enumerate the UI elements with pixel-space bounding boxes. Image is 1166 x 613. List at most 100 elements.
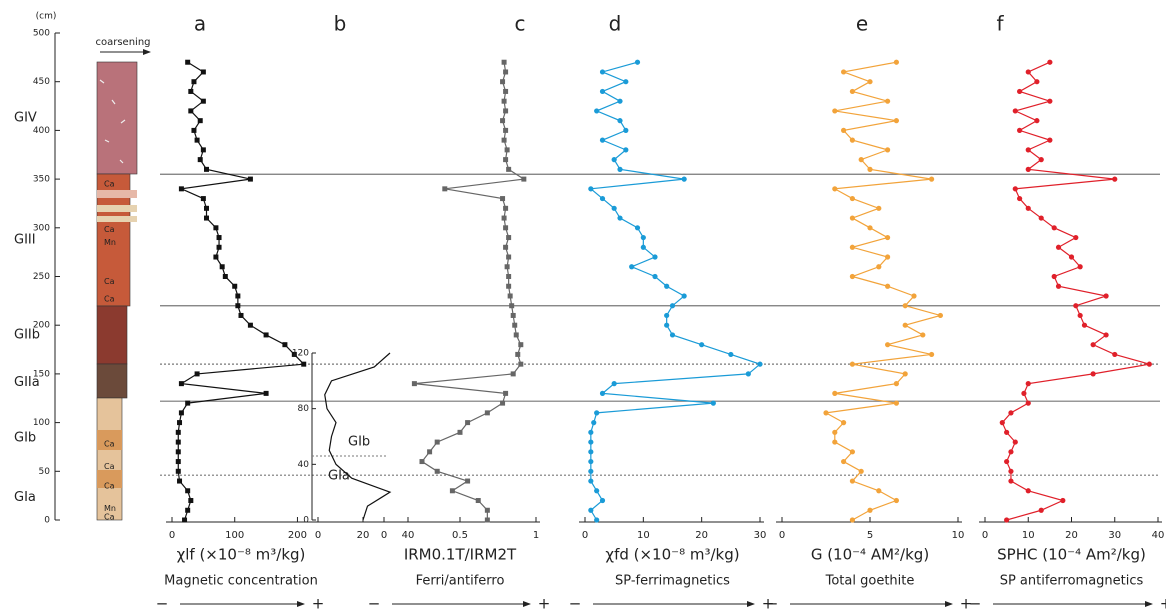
x-tick-label: 100	[225, 530, 244, 541]
data-point	[1017, 127, 1023, 133]
data-point	[1146, 361, 1152, 367]
profile-line	[177, 61, 306, 521]
data-point	[185, 488, 191, 494]
column-tag: Ca	[104, 481, 115, 490]
column-tag: Mn	[104, 504, 116, 513]
x-tick-label: 200	[288, 530, 307, 541]
inset-y-tick-label: 0	[303, 516, 309, 526]
data-point	[599, 137, 606, 143]
data-point	[1008, 468, 1014, 474]
data-point	[204, 166, 209, 172]
data-point	[501, 215, 507, 221]
data-point	[841, 69, 847, 75]
data-point	[599, 497, 606, 504]
data-point	[178, 410, 184, 416]
minus-sign: −	[766, 595, 779, 613]
data-point	[599, 88, 606, 95]
profile-line	[589, 61, 762, 521]
x-tick-label: 30	[1108, 530, 1121, 541]
data-point	[858, 157, 864, 163]
data-point	[507, 293, 513, 299]
data-point	[503, 69, 509, 75]
data-point	[518, 361, 524, 367]
data-point	[893, 400, 900, 406]
data-point	[200, 147, 206, 153]
data-point	[599, 69, 606, 75]
data-point	[1090, 342, 1096, 348]
strat-column	[96, 49, 151, 521]
data-point	[1051, 273, 1057, 280]
data-point	[652, 254, 658, 260]
data-point	[503, 88, 509, 94]
data-point	[588, 429, 594, 435]
data-point	[623, 147, 629, 153]
data-point	[623, 127, 629, 133]
data-point	[1034, 79, 1040, 85]
data-point	[1025, 205, 1031, 211]
data-point	[204, 205, 209, 211]
data-point	[617, 118, 623, 124]
data-point	[506, 235, 512, 241]
data-point	[1038, 215, 1044, 221]
x-tick-label: 10	[952, 530, 965, 541]
data-point	[1004, 429, 1010, 435]
data-point	[222, 274, 228, 279]
data-point	[902, 322, 908, 328]
data-point	[1055, 244, 1062, 250]
data-point	[434, 468, 440, 474]
data-point	[588, 449, 594, 455]
data-point	[1073, 234, 1079, 241]
data-point	[1025, 381, 1031, 387]
data-point	[1081, 322, 1088, 328]
depth-tick-label: 100	[33, 418, 50, 428]
data-point	[1112, 351, 1118, 358]
data-point	[191, 79, 197, 85]
x-tick-label: 10	[637, 530, 650, 541]
data-point	[885, 147, 891, 153]
data-point	[1021, 390, 1027, 396]
data-point	[902, 303, 908, 309]
data-point	[1017, 88, 1023, 95]
data-point	[216, 235, 222, 241]
data-point	[504, 147, 510, 153]
data-point	[911, 293, 917, 299]
data-point	[204, 215, 209, 221]
data-point	[219, 264, 225, 270]
data-point	[664, 322, 670, 328]
data-point	[213, 254, 219, 260]
x-axis-sublabel: Magnetic concentration	[164, 574, 318, 589]
data-point	[434, 439, 440, 445]
data-point	[640, 244, 646, 250]
x-axis-sublabel: Ferri/antiferro	[416, 574, 505, 589]
data-point	[664, 283, 670, 289]
x-tick-label: 20	[695, 530, 708, 541]
depth-tick-label: 150	[33, 369, 50, 379]
panel-letter: c	[515, 12, 526, 36]
inset-y-tick-label: 120	[292, 349, 309, 359]
data-point	[442, 186, 448, 192]
panel-letter: e	[856, 12, 868, 36]
depth-tick-label: 50	[39, 467, 51, 477]
data-point	[617, 98, 623, 104]
data-point	[893, 118, 900, 124]
data-point	[465, 420, 471, 426]
data-point	[475, 498, 481, 504]
data-point	[594, 410, 600, 416]
data-point	[503, 390, 509, 396]
data-point	[849, 361, 856, 367]
data-point	[247, 176, 253, 182]
data-point	[1025, 69, 1031, 75]
data-point	[849, 517, 856, 523]
data-point	[235, 293, 241, 299]
data-point	[1004, 458, 1010, 465]
data-point	[1077, 264, 1083, 270]
minus-sign: −	[569, 595, 582, 613]
data-point	[449, 488, 455, 494]
data-point	[500, 79, 506, 85]
data-point	[832, 390, 838, 396]
data-point	[506, 254, 512, 260]
data-point	[500, 118, 506, 124]
data-point	[876, 488, 882, 494]
column-tag: Ca	[104, 462, 115, 471]
